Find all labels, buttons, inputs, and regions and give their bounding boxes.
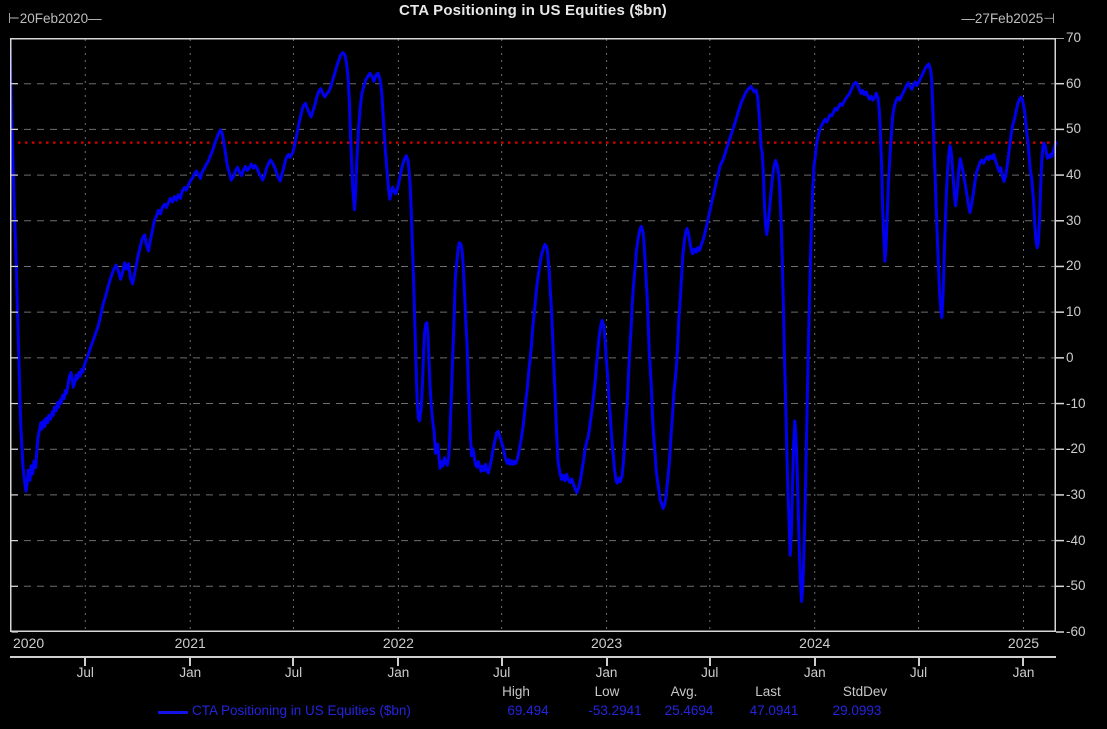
y-tick-label: -60 <box>1066 624 1086 639</box>
x-axis-tick <box>292 656 295 666</box>
legend-value-last: 47.0941 <box>749 703 799 718</box>
legend-header-avg: Avg. <box>670 684 698 699</box>
legend-value-low: -53.2941 <box>588 703 642 718</box>
y-tick-label: 0 <box>1066 349 1074 365</box>
y-tick-label: 60 <box>1066 75 1082 91</box>
y-tick-label: 50 <box>1066 121 1082 137</box>
y-tick-label: 10 <box>1066 304 1082 320</box>
y-tick-label: 20 <box>1066 258 1082 274</box>
year-label: 2024 <box>799 635 831 651</box>
x-axis-line <box>10 656 1056 658</box>
y-tick-label: -50 <box>1066 578 1086 594</box>
legend-value-stddev: 29.0993 <box>832 703 882 718</box>
y-tick-label: -30 <box>1066 486 1086 502</box>
range-end-label: —27Feb2025⊣ <box>961 11 1055 26</box>
month-tick-label: Jan <box>595 665 618 680</box>
x-axis-tick <box>189 656 192 666</box>
year-label: 2022 <box>382 635 414 651</box>
y-tick-label: 30 <box>1066 212 1082 228</box>
x-axis-tick <box>397 656 400 666</box>
month-tick-label: Jul <box>76 665 94 680</box>
y-tick-label: -10 <box>1066 395 1086 411</box>
legend-series-line-sample <box>158 711 188 714</box>
legend-header-stddev: StdDev <box>842 684 888 699</box>
plot-border <box>10 38 1056 632</box>
y-tick-label: 40 <box>1066 167 1082 183</box>
x-axis-tick <box>605 656 608 666</box>
month-tick-label: Jan <box>387 665 410 680</box>
x-axis-tick <box>500 656 503 666</box>
legend-header-high: High <box>502 684 530 699</box>
legend-value-avg: 25.4694 <box>664 703 714 718</box>
month-tick-label: Jan <box>179 665 202 680</box>
x-axis-tick <box>708 656 711 666</box>
plot-area <box>10 38 1064 633</box>
month-tick-label: Jan <box>803 665 826 680</box>
x-axis-tick <box>813 656 816 666</box>
year-label: 2021 <box>174 635 206 651</box>
month-tick-label: Jul <box>492 665 511 680</box>
legend-series-label: CTA Positioning in US Equities ($bn) <box>192 703 411 718</box>
range-start-label: ⊢20Feb2020— <box>8 11 102 26</box>
y-tick-label: 70 <box>1066 30 1082 45</box>
month-tick-label: Jan <box>1012 665 1035 680</box>
month-tick-label: Jul <box>284 665 303 680</box>
cta-series-line <box>10 38 1058 603</box>
legend-header-last: Last <box>755 684 781 699</box>
legend-value-high: 69.494 <box>507 703 549 718</box>
x-axis-tick <box>1022 656 1025 666</box>
chart-title: CTA Positioning in US Equities ($bn) <box>398 2 668 19</box>
x-axis-tick <box>917 656 920 666</box>
month-tick-label: Jul <box>701 665 719 680</box>
year-label: 2025 <box>1007 635 1040 651</box>
x-axis-tick <box>84 656 87 666</box>
y-tick-label: -40 <box>1066 532 1086 548</box>
year-label: 2023 <box>590 635 623 651</box>
year-label: 2020 <box>13 635 45 651</box>
legend-header-low: Low <box>594 684 620 699</box>
y-tick-label: -20 <box>1066 441 1086 457</box>
month-tick-label: Jul <box>909 665 928 680</box>
